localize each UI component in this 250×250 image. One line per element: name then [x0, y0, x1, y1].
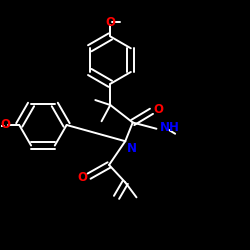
- Text: O: O: [0, 118, 10, 132]
- Text: N: N: [126, 142, 136, 156]
- Text: O: O: [154, 103, 164, 116]
- Text: O: O: [105, 16, 115, 29]
- Text: O: O: [77, 171, 87, 184]
- Text: NH: NH: [160, 121, 180, 134]
